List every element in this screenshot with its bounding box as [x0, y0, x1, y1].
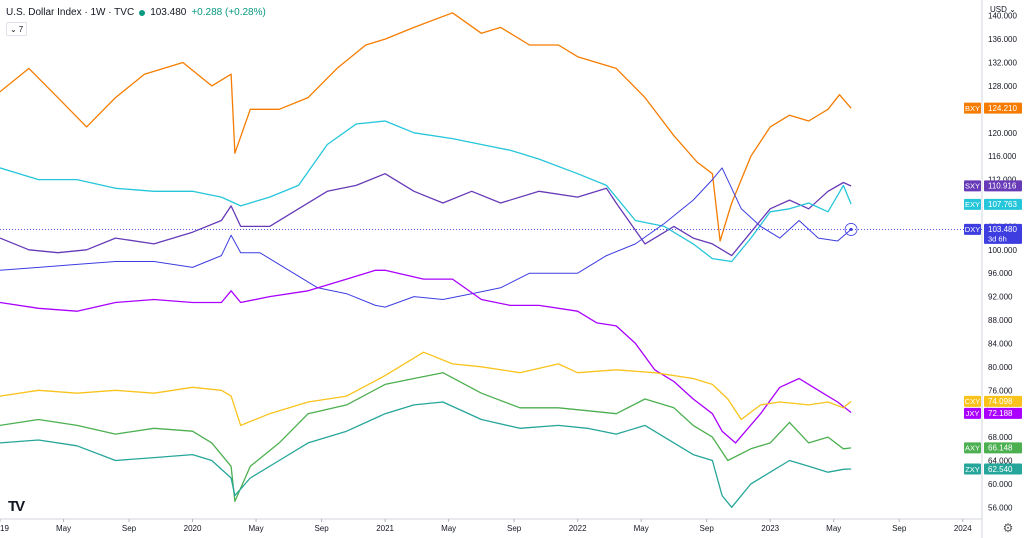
x-tick-label: Sep	[314, 524, 329, 533]
x-tick-label: Sep	[122, 524, 137, 533]
series-name-tag-cxy	[964, 395, 981, 407]
price-label: 72.188	[988, 409, 1013, 418]
series-name-label: AXY	[965, 444, 980, 453]
y-tick-label: 128.000	[988, 82, 1017, 91]
price-label: 74.098	[988, 397, 1013, 406]
last-value: 103.480	[150, 7, 187, 18]
y-tick-label: 132.000	[988, 59, 1017, 68]
indicator-count: 7	[18, 24, 24, 34]
y-tick-label: 88.000	[988, 316, 1013, 325]
price-tag-jxy	[984, 407, 1022, 419]
price-label: 66.148	[988, 444, 1013, 453]
price-tag-cxy	[984, 395, 1022, 407]
y-tick-label: 60.000	[988, 480, 1013, 489]
series-name-label: ZXY	[965, 465, 980, 474]
y-tick-label: 120.000	[988, 129, 1017, 138]
price-change: +0.288 (+0.28%)	[191, 7, 266, 18]
last-point-marker	[844, 223, 858, 236]
series-line-bxy[interactable]	[0, 12, 852, 242]
y-tick-label: 92.000	[988, 293, 1013, 302]
y-tick-label: 96.000	[988, 269, 1013, 278]
y-tick-label: 112.000	[988, 176, 1017, 185]
x-tick-label: 2022	[569, 524, 587, 533]
chevron-down-icon: ⌄	[10, 24, 17, 34]
series-name-label: DXY	[965, 225, 980, 234]
x-tick-label: 2023	[761, 524, 779, 533]
series-name-tag-exy	[964, 198, 981, 210]
y-tick-label: 56.000	[988, 503, 1013, 512]
x-tick-label: 2021	[376, 524, 394, 533]
price-tag-bxy	[984, 102, 1022, 114]
x-tick-label: May	[826, 524, 841, 533]
series-line-axy[interactable]	[0, 372, 852, 503]
gear-icon[interactable]: ⚙	[1002, 521, 1014, 535]
x-tick-label: May	[249, 524, 264, 533]
price-tag-axy	[984, 442, 1022, 454]
series-line-zxy[interactable]	[0, 401, 852, 508]
y-tick-label: 68.000	[988, 433, 1013, 442]
x-tick-label: May	[634, 524, 649, 533]
x-tick-label: Sep	[700, 524, 715, 533]
price-tag-dxy	[984, 223, 1022, 244]
series-line-jxy[interactable]	[0, 269, 852, 444]
price-tag-exy	[984, 198, 1022, 210]
y-tick-label: 80.000	[988, 363, 1013, 372]
status-dot-icon	[139, 9, 146, 16]
tradingview-logo[interactable]: TV	[8, 498, 25, 515]
series-line-exy[interactable]	[0, 120, 852, 263]
symbol-title[interactable]: U.S. Dollar Index · 1W · TVC	[6, 7, 135, 18]
price-tag-zxy	[984, 463, 1022, 475]
collapse-indicators-button[interactable]: ⌄ 7	[6, 22, 28, 36]
x-tick-label: May	[441, 524, 456, 533]
y-tick-label: 76.000	[988, 386, 1013, 395]
chart-legend: U.S. Dollar Index · 1W · TVC 103.480 +0.…	[6, 7, 266, 18]
x-tick-label: 2024	[954, 524, 972, 533]
x-tick-label: May	[56, 524, 71, 533]
series-name-label: EXY	[965, 200, 980, 209]
price-label: 62.540	[988, 465, 1013, 474]
last-point-dot	[849, 227, 853, 232]
y-tick-label: 116.000	[988, 152, 1017, 161]
x-tick-label: 2019	[0, 524, 9, 533]
series-line-dxy[interactable]	[0, 167, 852, 308]
series-name-tag-sxy	[964, 180, 981, 192]
y-tick-label: 140.000	[988, 12, 1017, 21]
series-name-tag-bxy	[964, 102, 981, 114]
series-name-tag-dxy	[964, 223, 981, 235]
series-name-label: SXY	[965, 182, 980, 191]
series-line-cxy[interactable]	[0, 351, 852, 427]
y-tick-label: 84.000	[988, 339, 1013, 348]
price-label: 110.916	[988, 182, 1017, 191]
price-label: 124.210	[988, 104, 1017, 113]
series-name-label: BXY	[965, 104, 980, 113]
bar-countdown: 3d 6h	[988, 234, 1007, 243]
series-line-sxy[interactable]	[0, 173, 852, 257]
price-label: 107.763	[988, 200, 1017, 209]
x-tick-label: Sep	[892, 524, 907, 533]
y-tick-label: 64.000	[988, 456, 1013, 465]
price-label: 103.480	[988, 225, 1017, 234]
y-tick-label: 136.000	[988, 35, 1017, 44]
y-tick-label: 100.000	[988, 246, 1017, 255]
series-name-tag-zxy	[964, 463, 981, 475]
currency-label[interactable]: USD ⌄	[990, 5, 1016, 14]
series-name-label: JXY	[966, 409, 980, 418]
x-tick-label: Sep	[507, 524, 522, 533]
series-name-tag-jxy	[964, 407, 981, 419]
price-tag-sxy	[984, 180, 1022, 192]
x-tick-label: 2020	[184, 524, 202, 533]
series-name-label: CXY	[965, 397, 980, 406]
series-name-tag-axy	[964, 442, 981, 454]
